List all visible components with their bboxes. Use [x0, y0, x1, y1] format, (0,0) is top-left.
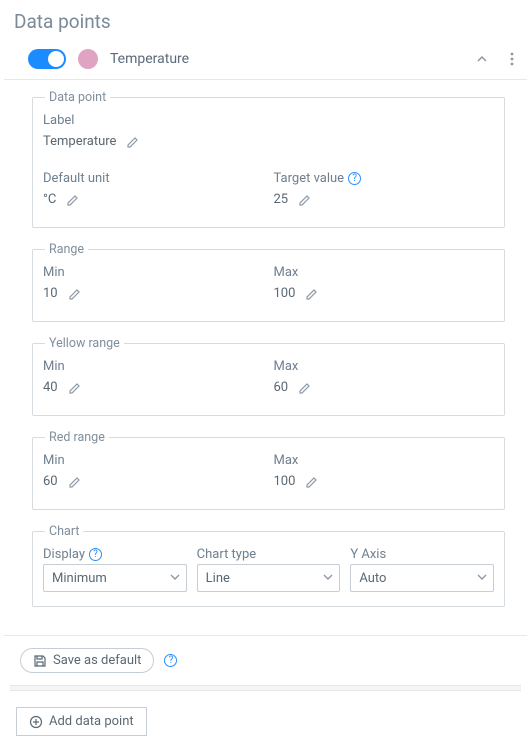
range-max-caption: Max	[274, 265, 495, 280]
plus-circle-icon	[29, 715, 43, 729]
yellow-max-value: 60	[274, 380, 289, 395]
display-select[interactable]: Minimum	[43, 564, 187, 592]
yellow-min-caption: Min	[43, 359, 264, 374]
panel-body: Data point Label Temperature Default uni…	[4, 79, 527, 636]
legend-chart: Chart	[45, 524, 83, 539]
chevron-down-icon	[477, 571, 487, 586]
help-icon[interactable]: ?	[348, 172, 361, 185]
red-min-caption: Min	[43, 453, 264, 468]
display-caption-text: Display	[43, 547, 85, 562]
save-as-default-label: Save as default	[53, 653, 141, 668]
default-unit-value: °C	[43, 192, 56, 207]
chart-type-caption: Chart type	[197, 547, 341, 562]
default-unit-caption: Default unit	[43, 171, 264, 186]
label-value: Temperature	[43, 134, 116, 149]
chart-type-select[interactable]: Line	[197, 564, 341, 592]
label-caption: Label	[43, 113, 494, 128]
red-max-value: 100	[274, 474, 296, 489]
range-min-caption: Min	[43, 265, 264, 280]
pencil-icon[interactable]	[68, 475, 82, 489]
page-title: Data points	[0, 0, 531, 39]
yellow-max-caption: Max	[274, 359, 495, 374]
pencil-icon[interactable]	[66, 193, 80, 207]
group-chart: Chart Display ? Minimum Chart type Line	[32, 524, 505, 607]
red-min-value: 60	[43, 474, 58, 489]
legend-data-point: Data point	[45, 90, 110, 105]
series-color-dot[interactable]	[78, 49, 98, 69]
pencil-icon[interactable]	[126, 135, 140, 149]
pencil-icon[interactable]	[68, 287, 82, 301]
chart-type-select-value: Line	[206, 571, 230, 586]
y-axis-caption: Y Axis	[350, 547, 494, 562]
range-max-value: 100	[274, 286, 296, 301]
chevron-down-icon	[323, 571, 333, 586]
kebab-menu-icon[interactable]	[505, 52, 519, 66]
below-panel-row: Save as default ?	[0, 636, 531, 673]
chevron-down-icon	[170, 571, 180, 586]
help-icon[interactable]: ?	[89, 548, 102, 561]
target-value-value: 25	[274, 192, 289, 207]
pencil-icon[interactable]	[305, 287, 319, 301]
panel-title: Temperature	[110, 51, 463, 67]
pencil-icon[interactable]	[298, 193, 312, 207]
display-select-value: Minimum	[52, 571, 107, 586]
red-max-caption: Max	[274, 453, 495, 468]
pencil-icon[interactable]	[68, 381, 82, 395]
y-axis-select[interactable]: Auto	[350, 564, 494, 592]
add-data-point-label: Add data point	[49, 714, 134, 729]
pencil-icon[interactable]	[298, 381, 312, 395]
target-value-caption: Target value ?	[274, 171, 495, 186]
chevron-up-icon[interactable]	[475, 52, 489, 66]
footer-area: Add data point	[0, 691, 531, 752]
legend-red-range: Red range	[45, 430, 109, 445]
group-range: Range Min 10 Max 100	[32, 242, 505, 322]
group-yellow-range: Yellow range Min 40 Max 60	[32, 336, 505, 416]
display-caption: Display ?	[43, 547, 187, 562]
add-data-point-button[interactable]: Add data point	[16, 707, 147, 736]
datapoint-panel-header: Temperature	[0, 39, 531, 79]
save-as-default-button[interactable]: Save as default	[20, 648, 154, 673]
legend-yellow-range: Yellow range	[45, 336, 124, 351]
toggle-enable[interactable]	[28, 49, 66, 69]
yellow-min-value: 40	[43, 380, 58, 395]
pencil-icon[interactable]	[305, 475, 319, 489]
group-red-range: Red range Min 60 Max 100	[32, 430, 505, 510]
target-value-caption-text: Target value	[274, 171, 345, 186]
group-data-point: Data point Label Temperature Default uni…	[32, 90, 505, 228]
save-icon	[33, 654, 47, 668]
help-icon[interactable]: ?	[164, 654, 177, 667]
y-axis-select-value: Auto	[359, 571, 386, 586]
legend-range: Range	[45, 242, 88, 257]
range-min-value: 10	[43, 286, 58, 301]
